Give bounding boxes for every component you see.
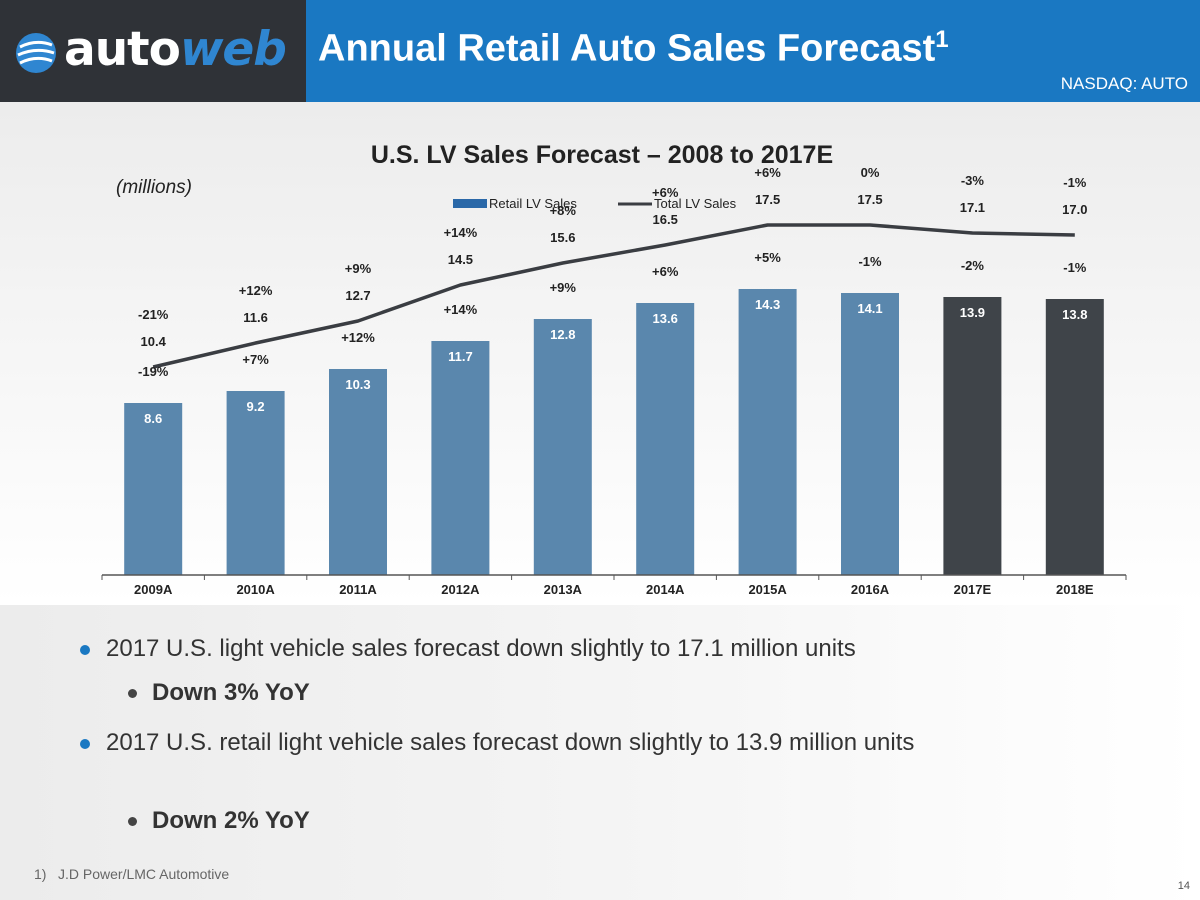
bar-2016A	[841, 293, 899, 575]
x-tick-label: 2009A	[134, 582, 173, 597]
bar-value-label: 13.6	[653, 311, 678, 326]
line-value-label: 12.7	[345, 288, 370, 303]
line-value-label: 17.1	[960, 200, 985, 215]
bullet-retail-forecast: 2017 U.S. retail light vehicle sales for…	[80, 727, 1006, 759]
x-tick-label: 2017E	[954, 582, 992, 597]
bar-2010A	[226, 391, 285, 575]
line-change-label: 0%	[861, 165, 880, 180]
line-value-label: 17.5	[755, 192, 780, 207]
page-title: Annual Retail Auto Sales Forecast1	[318, 26, 949, 71]
line-change-label: -3%	[961, 173, 985, 188]
bar-2018E	[1045, 299, 1104, 575]
line-change-label: +14%	[444, 225, 478, 240]
line-change-label: +6%	[754, 165, 781, 180]
x-tick-label: 2010A	[236, 582, 275, 597]
bar-change-label: +6%	[652, 264, 679, 279]
logo-auto: auto	[64, 22, 181, 77]
line-change-label: -1%	[1063, 175, 1087, 190]
bar-change-label: +14%	[444, 302, 478, 317]
legend-label-retail: Retail LV Sales	[489, 196, 577, 211]
line-value-label: 16.5	[653, 212, 678, 227]
logo-web: web	[179, 22, 287, 77]
page-number: 14	[1177, 880, 1190, 892]
x-tick-label: 2015A	[748, 582, 787, 597]
bar-2009A	[124, 403, 183, 575]
logo: autoweb	[0, 0, 306, 102]
legend-swatch-retail	[453, 199, 487, 208]
bar-change-label: -2%	[961, 258, 985, 273]
bar-2017E	[943, 297, 1002, 575]
bar-value-label: 12.8	[550, 327, 575, 342]
legend-label-total: Total LV Sales	[654, 196, 737, 211]
total-lv-sales-line	[152, 223, 1075, 369]
bar-change-label: +9%	[550, 280, 577, 295]
bar-change-label: -19%	[138, 364, 169, 379]
sales-chart: U.S. LV Sales Forecast – 2008 to 2017E (…	[101, 141, 1127, 597]
bar-value-label: 14.3	[755, 297, 780, 312]
line-change-label: +9%	[345, 261, 372, 276]
unit-label: (millions)	[116, 177, 192, 198]
sub-bullet-total-yoy: Down 3% YoY	[128, 677, 310, 709]
page-title-text: Annual Retail Auto Sales Forecast	[318, 27, 936, 70]
bar-2011A	[329, 369, 387, 575]
bar-change-label: +5%	[754, 250, 781, 265]
bar-change-label: +7%	[242, 352, 269, 367]
line-value-label: 17.5	[857, 192, 882, 207]
bar-value-label: 13.8	[1062, 307, 1087, 322]
bar-value-label: 14.1	[857, 301, 882, 316]
line-value-label: 15.6	[550, 230, 575, 245]
bar-change-label: -1%	[858, 254, 882, 269]
bar-value-label: 11.7	[448, 349, 473, 364]
line-value-label: 17.0	[1062, 202, 1087, 217]
chart-legend: Retail LV Sales Total LV Sales	[453, 196, 737, 211]
x-tick-label: 2014A	[646, 582, 685, 597]
bar-change-label: -1%	[1063, 260, 1087, 275]
bar-2014A	[636, 303, 695, 575]
line-change-label: +6%	[652, 185, 679, 200]
title-bar: Annual Retail Auto Sales Forecast1 NASDA…	[306, 0, 1200, 102]
logo-wordmark: autoweb	[64, 22, 287, 77]
line-value-label: 11.6	[243, 310, 268, 325]
bar-2012A	[431, 341, 490, 575]
bar-value-label: 10.3	[345, 377, 370, 392]
bar-2015A	[738, 289, 797, 575]
bullet-total-forecast: 2017 U.S. light vehicle sales forecast d…	[80, 633, 1006, 665]
footnote-number: 1)	[34, 866, 47, 882]
x-tick-label: 2016A	[851, 582, 890, 597]
bar-value-label: 8.6	[144, 411, 162, 426]
globe-icon	[16, 33, 56, 73]
ticker-label: NASDAQ: AUTO	[1060, 74, 1188, 93]
x-tick-label: 2012A	[441, 582, 480, 597]
x-tick-label: 2013A	[544, 582, 583, 597]
line-value-label: 10.4	[141, 334, 167, 349]
sub-bullet-retail-yoy: Down 2% YoY	[128, 805, 310, 837]
line-change-label: -21%	[138, 307, 169, 322]
line-change-label: +12%	[239, 283, 273, 298]
bar-2013A	[533, 319, 592, 575]
header: autoweb Annual Retail Auto Sales Forecas…	[0, 0, 1200, 102]
chart-panel: U.S. LV Sales Forecast – 2008 to 2017E (…	[0, 102, 1200, 605]
bar-value-label: 9.2	[247, 399, 265, 414]
x-tick-label: 2018E	[1056, 582, 1094, 597]
chart-title: U.S. LV Sales Forecast – 2008 to 2017E	[371, 141, 833, 169]
bar-change-label: +12%	[341, 330, 375, 345]
footnote-source: J.D Power/LMC Automotive	[58, 866, 230, 882]
title-footnote-mark: 1	[935, 26, 949, 53]
bullet-panel: 2017 U.S. light vehicle sales forecast d…	[0, 605, 1200, 900]
bar-value-label: 13.9	[960, 305, 985, 320]
line-change-label: +8%	[550, 203, 577, 218]
line-value-label: 14.5	[448, 252, 473, 267]
x-tick-label: 2011A	[339, 582, 377, 597]
